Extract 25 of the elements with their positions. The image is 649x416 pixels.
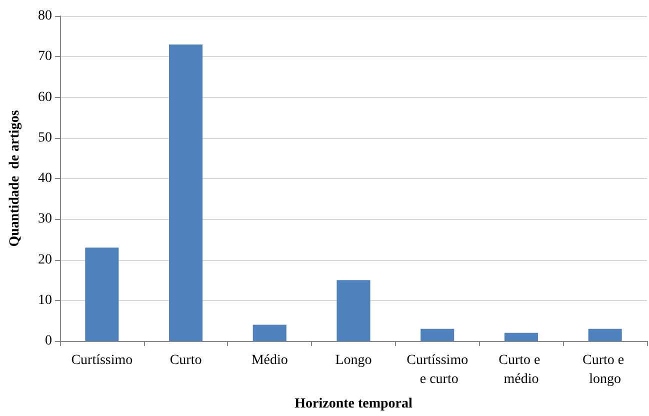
y-tick-label: 50 [38, 130, 52, 146]
bar [588, 328, 622, 341]
bar [169, 44, 203, 341]
y-tick-label: 80 [38, 8, 52, 24]
x-tick-label: Curtíssimo [71, 353, 133, 368]
bar [252, 324, 286, 341]
x-tick-label: Médio [251, 353, 288, 368]
y-axis-title: Quantidade de artigos [8, 110, 22, 247]
bar [420, 328, 454, 341]
x-tick-label: Curtíssimo e curto [406, 353, 468, 387]
y-tick-label: 0 [45, 334, 52, 348]
x-tick-label: Longo [335, 353, 372, 368]
x-tick-label: Curto e médio [498, 353, 544, 387]
x-axis-title: Horizonte temporal [294, 396, 413, 412]
bar [85, 248, 119, 341]
y-tick-label: 20 [38, 252, 52, 268]
y-tick-label: 70 [38, 49, 52, 64]
y-tick-label: 30 [38, 212, 52, 227]
x-tick-label: Curto e longo [582, 353, 628, 387]
y-tick-label: 60 [38, 90, 52, 105]
bar [336, 280, 370, 341]
y-tick-label: 40 [38, 171, 52, 186]
x-tick-label: Curto [170, 353, 202, 368]
y-tick-label: 10 [38, 292, 52, 308]
bar [504, 332, 538, 341]
